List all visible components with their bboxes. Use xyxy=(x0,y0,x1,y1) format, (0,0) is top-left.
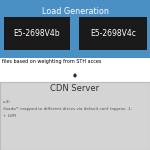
Text: E5-2698V4c: E5-2698V4c xyxy=(90,29,136,38)
Text: + LVM: + LVM xyxy=(3,114,16,118)
Text: E5-2698V4b: E5-2698V4b xyxy=(14,29,60,38)
Bar xyxy=(0,82,150,150)
Bar xyxy=(4,17,70,50)
Text: CDN Server: CDN Server xyxy=(50,84,100,93)
Text: Load Generation: Load Generation xyxy=(42,7,108,16)
Text: /loads/* mapped to different drives via default conf (approx. 1:: /loads/* mapped to different drives via … xyxy=(3,107,132,111)
Bar xyxy=(79,17,147,50)
Text: c:4): c:4) xyxy=(3,100,11,104)
Text: files based on weighting from STH acces: files based on weighting from STH acces xyxy=(2,59,101,64)
Bar xyxy=(0,0,150,58)
